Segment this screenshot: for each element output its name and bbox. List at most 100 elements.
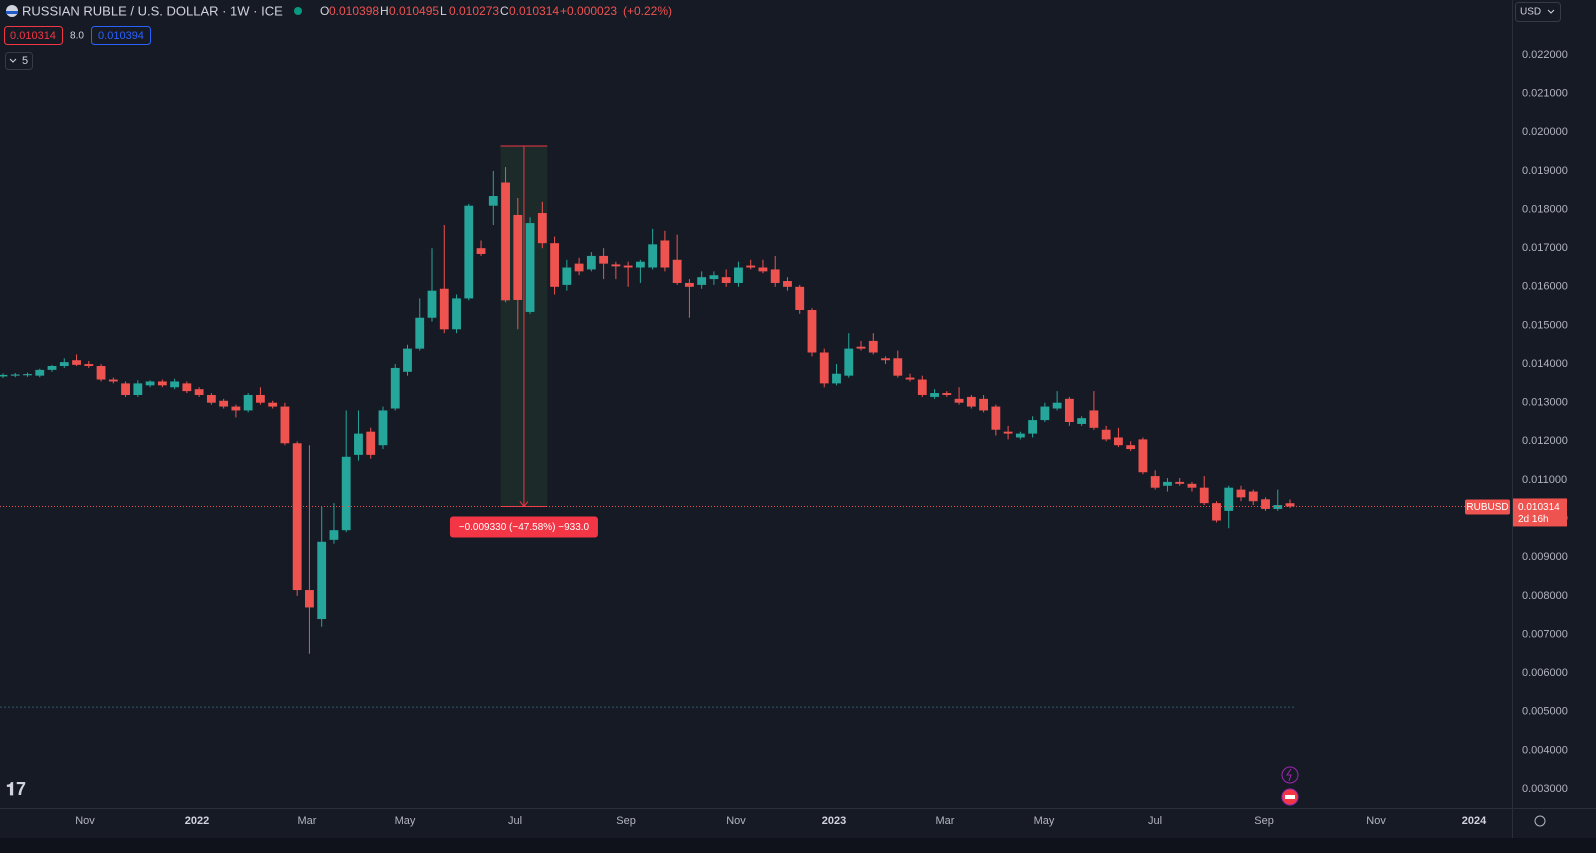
symbol-label: RUBUSD xyxy=(1466,502,1508,513)
logo[interactable]: 𝟏7 xyxy=(6,779,26,799)
settings-icon[interactable] xyxy=(1534,815,1546,827)
candle-body xyxy=(47,366,57,370)
candle-body xyxy=(1089,410,1099,428)
y-tick-label: 0.008000 xyxy=(1522,590,1568,602)
x-tick-label: 2023 xyxy=(822,815,846,827)
candle-body xyxy=(623,265,633,268)
x-tick-label: Nov xyxy=(726,815,746,827)
x-tick-label: May xyxy=(395,815,416,827)
candle-body xyxy=(354,433,363,455)
candle-body xyxy=(672,259,682,283)
candle-body xyxy=(464,205,474,299)
y-tick-label: 0.005000 xyxy=(1522,706,1568,718)
countdown: 2d 16h xyxy=(1518,514,1549,525)
candle-body xyxy=(758,267,768,272)
candle-body xyxy=(599,255,609,264)
x-tick-label: Sep xyxy=(616,815,636,827)
x-tick-label: Nov xyxy=(1366,815,1386,827)
candle-body xyxy=(770,269,780,283)
x-tick-label: Mar xyxy=(936,815,955,827)
price-label: 0.010314 xyxy=(1518,502,1560,513)
x-tick-label: May xyxy=(1034,815,1055,827)
y-tick-label: 0.020000 xyxy=(1522,126,1568,138)
candle-body xyxy=(427,290,437,318)
candle-body xyxy=(439,288,449,330)
candle-body xyxy=(1273,505,1283,509)
candle-body xyxy=(697,277,707,285)
y-tick-label: 0.019000 xyxy=(1522,165,1568,177)
candle-body xyxy=(844,348,854,376)
candle-body xyxy=(341,456,351,531)
y-tick-label: 0.012000 xyxy=(1522,435,1568,447)
lightning xyxy=(1286,768,1292,782)
candle-body xyxy=(1199,487,1209,504)
ohlc-value: 0.010314 xyxy=(509,4,559,18)
candle-body xyxy=(219,400,229,407)
ohlc-row: O 0.010398 H 0.010495 L 0.010273 C 0.010314 +0.0… xyxy=(320,4,672,18)
ohlc-letter: C xyxy=(500,4,509,18)
candle-body xyxy=(194,389,204,395)
ohlc-value: 0.010495 xyxy=(389,4,439,18)
y-tick-label: 0.021000 xyxy=(1522,88,1568,100)
candle-body xyxy=(746,265,756,268)
price-label-box xyxy=(1513,498,1567,527)
candle-body xyxy=(611,264,621,267)
candle-body xyxy=(734,267,743,283)
candle-body xyxy=(452,298,461,330)
ask-price: 0.010394 xyxy=(98,30,144,42)
x-tick-label: Mar xyxy=(298,815,317,827)
candle-body xyxy=(807,309,817,353)
measure-label-box xyxy=(449,516,598,538)
x-tick-label: 2022 xyxy=(185,815,209,827)
x-tick-label: Nov xyxy=(75,815,95,827)
candle-body xyxy=(1248,491,1258,502)
market-status[interactable] xyxy=(294,7,302,15)
ohlc-letter: L xyxy=(440,4,447,18)
symbol-label-box xyxy=(1465,499,1510,515)
candle-body xyxy=(991,406,1001,430)
candle-body xyxy=(684,282,694,287)
candle-body xyxy=(1028,420,1038,434)
currency-button[interactable] xyxy=(1515,2,1561,22)
candle-body xyxy=(1064,398,1074,423)
flag-stripe xyxy=(6,11,18,14)
y-tick-label: 0.004000 xyxy=(1522,744,1568,756)
candle-body xyxy=(1261,499,1270,509)
measure-arrowhead xyxy=(519,501,529,508)
candle-body xyxy=(1015,433,1025,438)
candle-body xyxy=(96,366,106,380)
candle-body xyxy=(648,244,658,268)
candle-body xyxy=(268,402,278,407)
candle-body xyxy=(1114,437,1123,446)
candle-body xyxy=(292,443,302,591)
candle-body xyxy=(574,263,584,272)
candle-body xyxy=(856,346,866,349)
ask-badge[interactable] xyxy=(91,26,151,45)
candle-body xyxy=(403,348,412,372)
candle-body xyxy=(133,383,143,395)
candle-body xyxy=(550,243,559,287)
y-tick-label: 0.011000 xyxy=(1522,474,1567,486)
candle-body xyxy=(35,369,45,376)
candle-body xyxy=(280,406,290,444)
bid-badge[interactable] xyxy=(4,26,63,45)
indicators-toggle[interactable] xyxy=(5,52,33,70)
y-tick-label: 0.022000 xyxy=(1522,49,1568,61)
y-tick-label: 0.016000 xyxy=(1522,281,1568,293)
candle-body xyxy=(488,196,498,206)
y-tick-label: 0.003000 xyxy=(1522,783,1568,795)
x-tick-label: Jul xyxy=(1148,815,1162,827)
candle-body xyxy=(476,248,486,254)
candle-body xyxy=(881,358,890,361)
candle-body xyxy=(979,398,989,411)
event-icon[interactable] xyxy=(1281,766,1299,784)
candle-body xyxy=(1101,429,1111,440)
candle-body xyxy=(317,541,327,620)
candle-body xyxy=(942,393,952,395)
candle-body xyxy=(305,590,314,608)
candle-body xyxy=(145,381,155,386)
candle-body xyxy=(366,431,376,455)
